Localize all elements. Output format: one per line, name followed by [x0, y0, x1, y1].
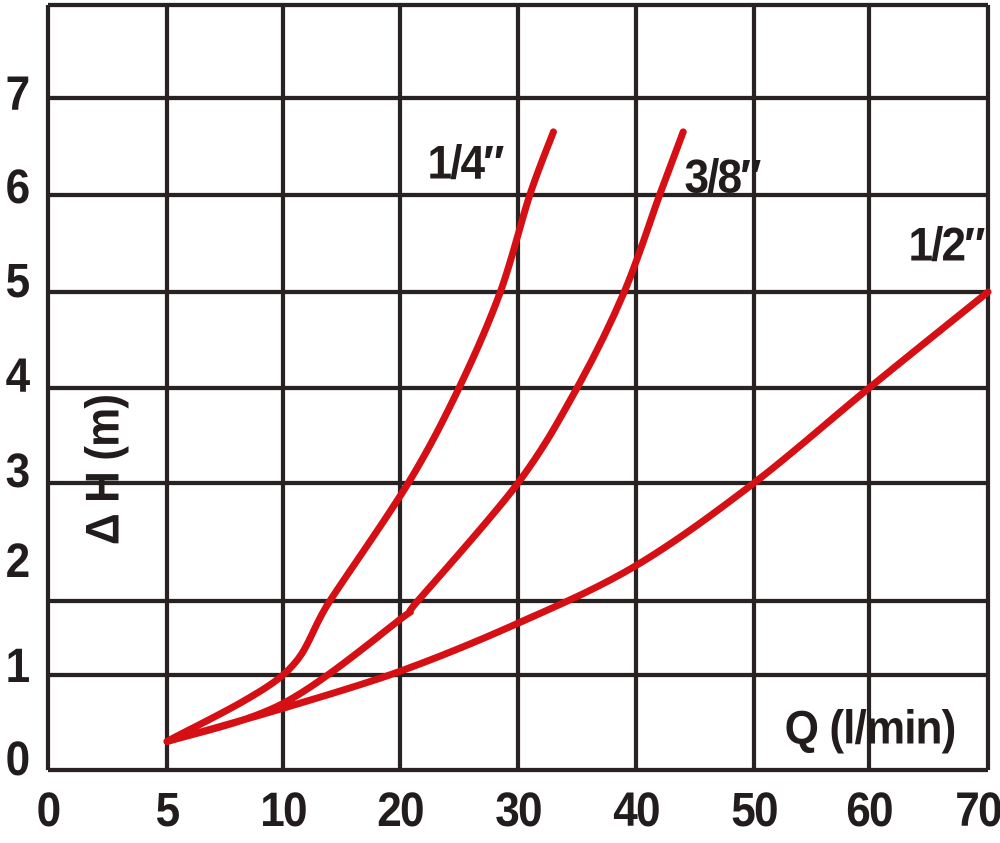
x-tick-label-20: 20 — [377, 784, 424, 837]
x-axis-title: Q (l/min) — [784, 700, 957, 754]
y-tick-label-0: 0 — [5, 733, 31, 786]
curve-1 — [163, 128, 687, 745]
x-tick-label-40: 40 — [613, 784, 660, 837]
curve-label-half-inch: 1/2″ — [908, 217, 985, 271]
y-tick-label-6: 6 — [5, 161, 31, 214]
y-tick-label-2: 2 — [5, 535, 31, 588]
y-tick-label-5: 5 — [5, 255, 31, 308]
curve-label-quarter-inch: 1/4″ — [427, 135, 504, 189]
y-tick-label-7: 7 — [5, 68, 31, 121]
grid-lines — [45, 2, 991, 773]
y-tick-label-4: 4 — [5, 350, 31, 403]
y-tick-label-3: 3 — [5, 445, 31, 498]
x-tick-label-60: 60 — [846, 784, 893, 837]
x-tick-label-50: 50 — [731, 784, 778, 837]
y-tick-label-1: 1 — [5, 640, 31, 693]
y-axis-title: Δ H (m) — [75, 394, 129, 546]
curve-0 — [163, 128, 557, 745]
x-tick-label-10: 10 — [260, 784, 307, 837]
curve-2 — [163, 288, 992, 745]
x-tick-label-5: 5 — [155, 784, 181, 837]
flow-curves — [163, 128, 992, 745]
x-tick-label-70: 70 — [955, 784, 1000, 837]
x-tick-label-0: 0 — [36, 784, 62, 837]
curve-label-three-eighth-inch: 3/8″ — [684, 149, 761, 203]
x-tick-label-30: 30 — [495, 784, 542, 837]
